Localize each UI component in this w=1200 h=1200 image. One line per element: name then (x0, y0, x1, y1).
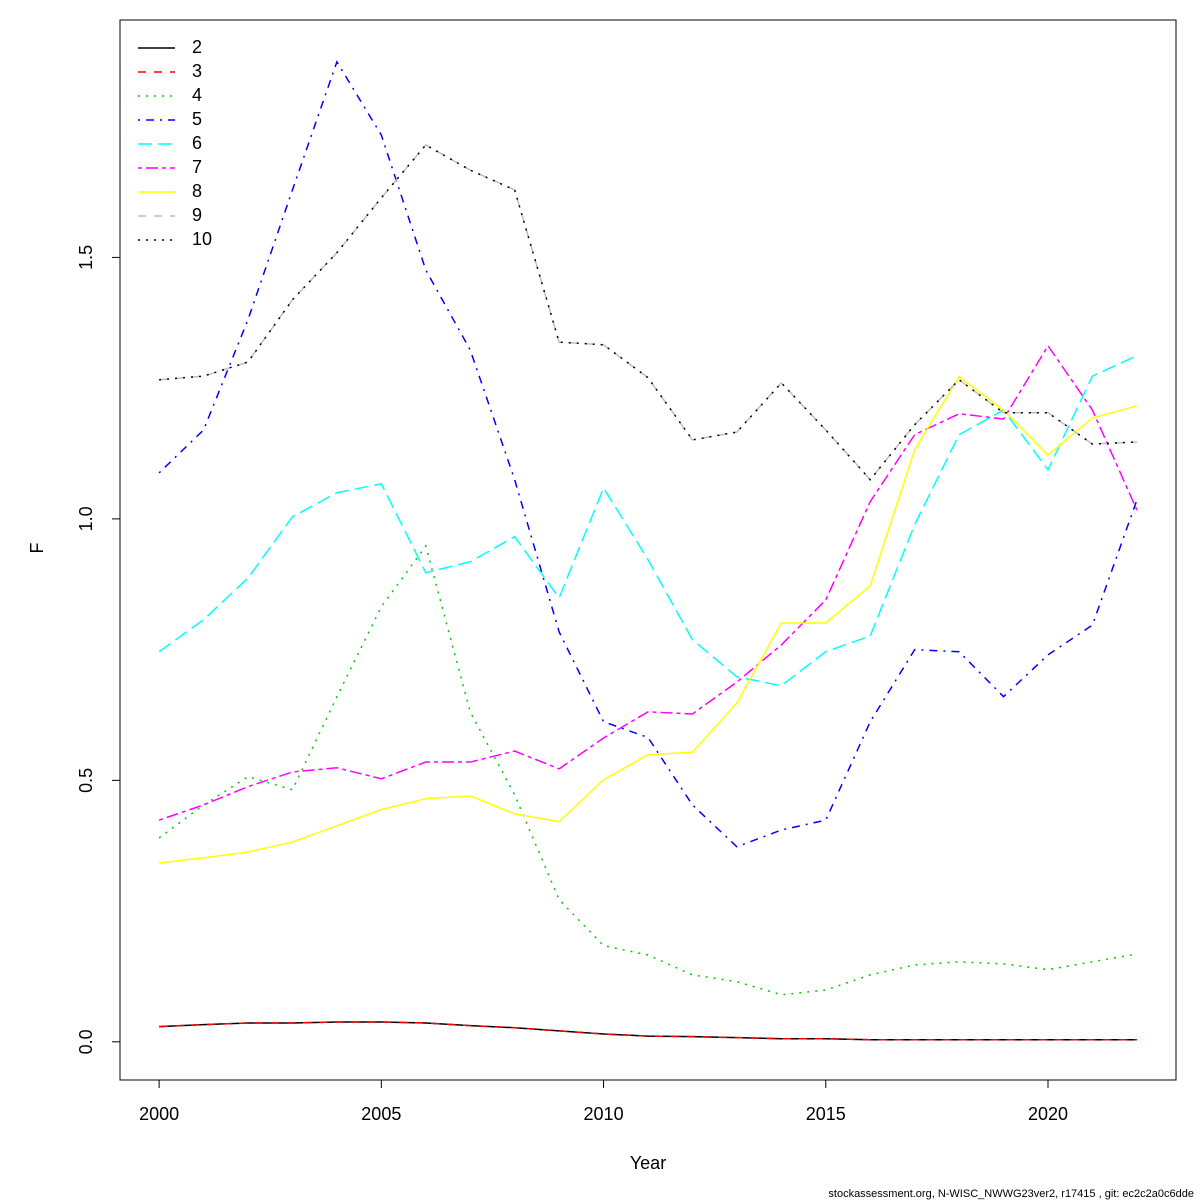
y-tick-label: 0.0 (76, 1029, 96, 1054)
y-tick-label: 1.0 (76, 506, 96, 531)
series-line (158, 60, 1138, 848)
series-line (159, 1021, 1137, 1041)
legend-label: 2 (192, 37, 202, 57)
x-tick-label: 2010 (584, 1104, 624, 1124)
series-line (159, 375, 1138, 864)
legend-label: 3 (192, 61, 202, 81)
series-line (159, 144, 1137, 481)
legend-label: 10 (192, 229, 212, 249)
series-line (158, 544, 1138, 996)
legend-label: 4 (192, 85, 202, 105)
x-tick-label: 2015 (806, 1104, 846, 1124)
footer: stockassessment.org, N-WISC_NWWG23ver2, … (828, 1188, 1194, 1200)
y-tick-label: 1.5 (76, 245, 96, 270)
series-line (158, 355, 1138, 687)
x-tick-label: 2000 (139, 1104, 179, 1124)
plot-box (119, 19, 1177, 1081)
x-tick-label: 2020 (1028, 1104, 1068, 1124)
legend-label: 8 (192, 181, 202, 201)
legend-label: 9 (192, 205, 202, 225)
x-axis-label: Year (630, 1153, 666, 1173)
legend-label: 5 (192, 109, 202, 129)
series-line (159, 1021, 1137, 1041)
y-tick-label: 0.5 (76, 768, 96, 793)
legend-label: 7 (192, 157, 202, 177)
legend-label: 6 (192, 133, 202, 153)
x-tick-label: 2005 (361, 1104, 401, 1124)
series-line (158, 344, 1138, 821)
y-axis-label: F (27, 543, 47, 554)
series-line (159, 144, 1137, 481)
